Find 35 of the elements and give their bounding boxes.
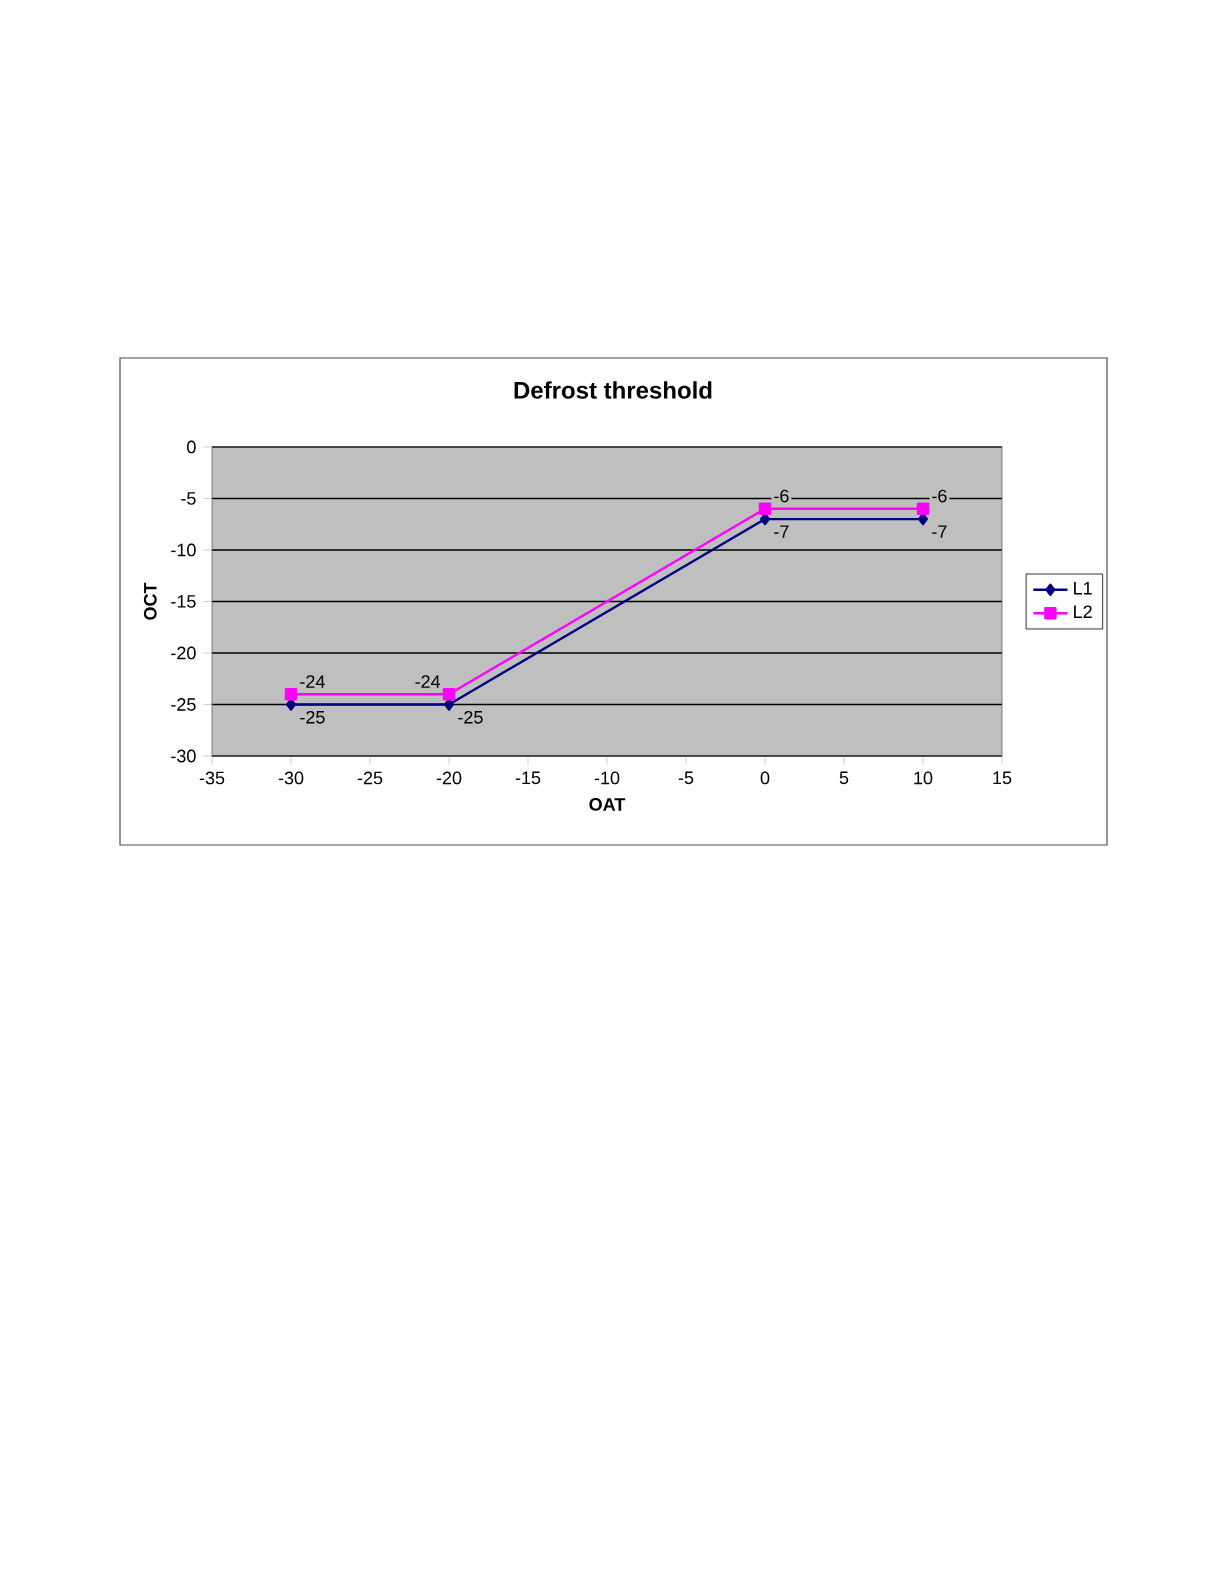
point [916, 502, 930, 515]
x-tick-label: -15 [515, 771, 541, 785]
data-label: -24 [415, 675, 441, 688]
x-tick-label: 10 [914, 771, 933, 785]
y-tick-label: 0 [187, 440, 196, 454]
point [758, 502, 772, 515]
x-tick-label: -20 [436, 771, 462, 785]
x-tick-label: 5 [839, 771, 849, 785]
x-tick-label: -25 [357, 771, 383, 785]
data-label: -7 [932, 525, 947, 538]
x-tick-label: -30 [278, 771, 304, 785]
x-axis-title: OAT [589, 798, 626, 811]
y-tick-label: -30 [171, 749, 196, 763]
y-tick-label: -25 [171, 698, 196, 711]
point [284, 687, 298, 701]
data-label: -24 [300, 675, 325, 688]
y-tick-label: -15 [171, 595, 196, 608]
y-tick-label: -20 [171, 646, 196, 660]
x-tick-label: -35 [199, 771, 225, 785]
x-tick-label: 0 [760, 771, 770, 785]
legend-label: L2 [1074, 605, 1092, 618]
chart-title: Defrost threshold [514, 381, 712, 399]
x-tick-label: -5 [678, 771, 694, 785]
data-label: -6 [774, 489, 789, 503]
y-tick-label: -5 [181, 492, 196, 505]
point [442, 687, 456, 701]
y-axis-title: OCT [143, 582, 157, 620]
data-label: -6 [932, 489, 947, 503]
data-label: -7 [774, 525, 789, 538]
x-tick-label: -10 [594, 771, 620, 785]
x-tick-label: 15 [993, 771, 1012, 785]
y-tick-label: -10 [171, 543, 196, 557]
data-label: -25 [300, 710, 325, 724]
legend-label: L1 [1074, 582, 1092, 595]
data-label: -25 [458, 710, 483, 724]
